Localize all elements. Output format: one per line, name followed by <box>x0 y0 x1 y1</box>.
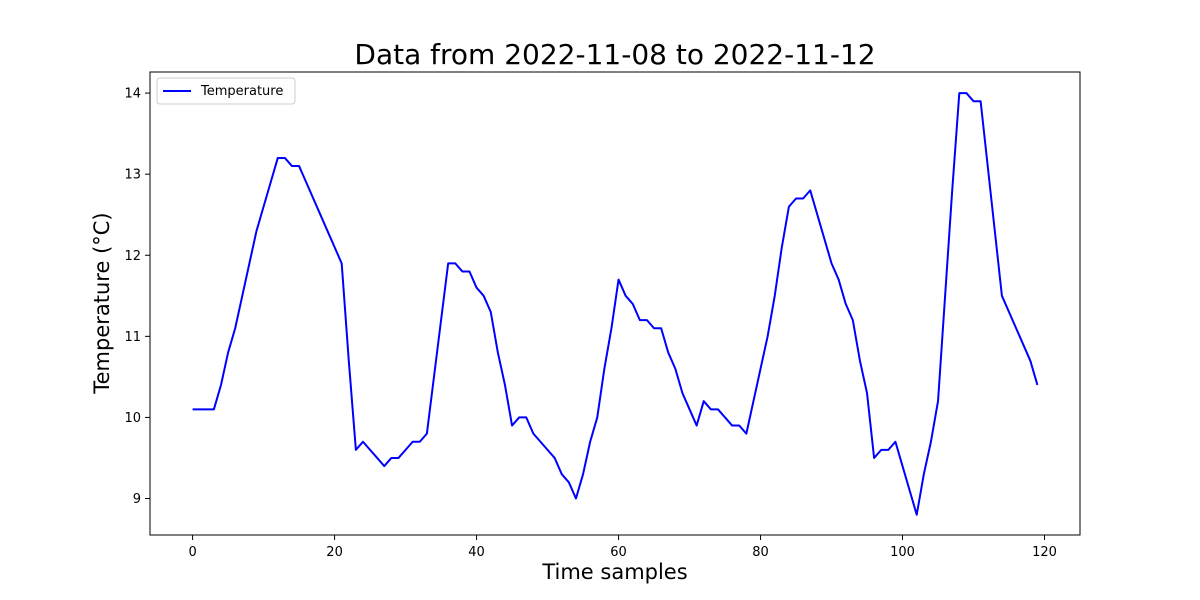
legend-box <box>156 77 296 105</box>
y-tick-label: 14 <box>124 87 141 102</box>
y-tick-label: 13 <box>124 168 141 183</box>
x-tick-label: 80 <box>752 545 769 560</box>
x-tick-label: 120 <box>1032 545 1057 560</box>
x-tick-label: 0 <box>188 545 196 560</box>
y-tick-label: 11 <box>124 330 141 345</box>
x-axis-title: Time samples <box>541 560 687 584</box>
y-axis-title: Temperature (°C) <box>90 212 114 394</box>
x-tick-label: 40 <box>468 545 485 560</box>
y-tick-label: 9 <box>133 492 141 507</box>
y-tick-label: 10 <box>124 411 141 426</box>
series-line-temperature <box>192 92 1039 516</box>
x-tick-label: 60 <box>610 545 627 560</box>
legend-label-temperature: Temperature <box>200 84 283 99</box>
plot-frame <box>149 71 1081 536</box>
y-tick-label: 12 <box>124 249 141 264</box>
chart-title: Data from 2022-11-08 to 2022-11-12 <box>354 38 875 71</box>
x-tick-label: 20 <box>326 545 343 560</box>
plot-area: 0 20 40 60 80 100 120 9 10 11 12 13 14 <box>124 71 1081 560</box>
legend: Temperature <box>156 77 296 105</box>
x-tick-label: 100 <box>890 545 915 560</box>
